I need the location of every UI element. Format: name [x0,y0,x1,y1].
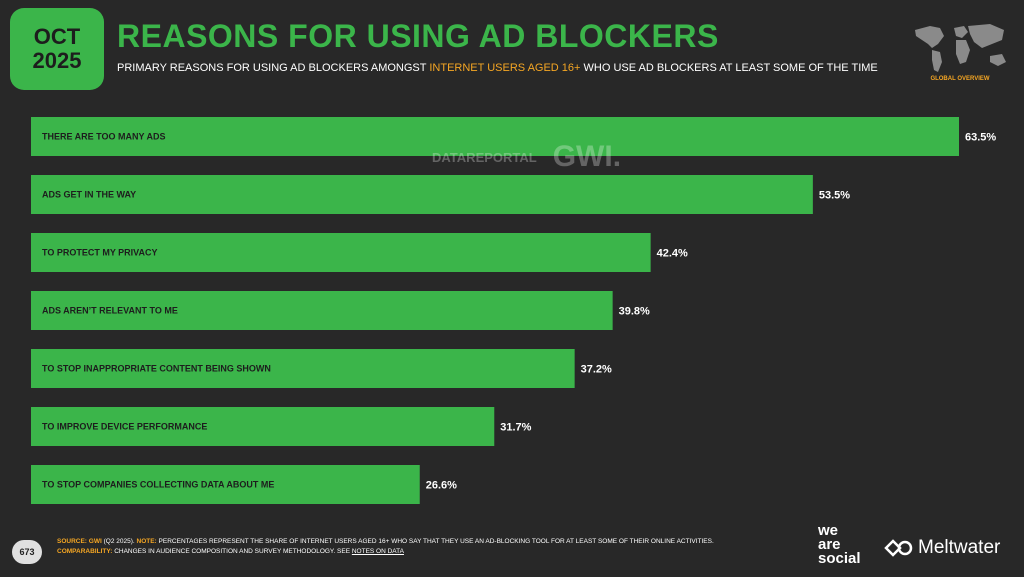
date-badge: OCT 2025 [10,8,104,90]
comparability-label: COMPARABILITY: [57,548,113,555]
bar-category-label-1: THERE ARE TOO MANY ADS [42,132,166,142]
bar-3 [31,233,651,272]
bar-category-label-4: ADS AREN’T RELEVANT TO ME [42,306,178,316]
bar-1 [31,117,959,156]
footer-line-1: SOURCE: GWI (Q2 2025). NOTE: PERCENTAGES… [57,537,714,547]
bar-value-label-3: 42.4% [657,248,688,260]
world-map-icon [915,24,1006,72]
logo-line-1: we [818,522,839,539]
date-month: OCT [33,24,81,49]
bar-category-label-2: ADS GET IN THE WAY [42,190,136,200]
subtitle-pre: PRIMARY REASONS FOR USING AD BLOCKERS AM… [117,62,427,74]
page-subtitle: PRIMARY REASONS FOR USING AD BLOCKERS AM… [117,62,878,74]
bar-2 [31,175,813,214]
bar-value-label-2: 53.5% [819,190,850,202]
notes-on-data-link[interactable]: NOTES ON DATA [351,548,404,555]
bar-category-label-3: TO PROTECT MY PRIVACY [42,248,158,258]
meltwater-icon [884,539,913,557]
bar-5 [31,349,575,388]
bar-value-label-6: 31.7% [500,422,531,434]
bar-value-label-1: 63.5% [965,132,996,144]
watermark-datareportal: DATAREPORTAL [432,149,537,165]
bar-6 [31,407,495,446]
page-title: REASONS FOR USING AD BLOCKERS [117,18,719,54]
source-org: GWI [88,538,102,545]
page-number: 673 [12,540,42,564]
watermark-gwi: GWI. [552,140,622,173]
footer-notes: SOURCE: GWI (Q2 2025). NOTE: PERCENTAGES… [57,537,714,557]
watermark: DATAREPORTAL GWI. [432,140,621,174]
bar-category-label-7: TO STOP COMPANIES COLLECTING DATA ABOUT … [42,480,274,490]
logo-line-3: social [818,550,861,567]
bar-4 [31,291,613,330]
logo-line-2: are [818,536,841,553]
bar-7 [31,465,420,504]
meltwater-logo: Meltwater [884,537,1000,559]
bar-value-label-4: 39.8% [619,306,650,318]
meltwater-wordmark: Meltwater [918,537,1001,558]
bar-value-label-5: 37.2% [581,364,612,376]
source-label: SOURCE: [57,538,87,545]
note-text: PERCENTAGES REPRESENT THE SHARE OF INTER… [158,538,714,545]
bar-category-label-6: TO IMPROVE DEVICE PERFORMANCE [42,422,207,432]
note-label: NOTE: [136,538,157,545]
subtitle-post: WHO USE AD BLOCKERS AT LEAST SOME OF THE… [583,62,878,74]
we-are-social-logo: we are social [818,522,861,567]
subtitle-highlight: INTERNET USERS AGED 16+ [429,62,581,74]
bar-value-label-7: 26.6% [426,480,457,492]
source-period: (Q2 2025). [103,538,135,545]
footer-line-2: COMPARABILITY: CHANGES IN AUDIENCE COMPO… [57,547,714,557]
date-year: 2025 [32,48,82,73]
comparability-text: CHANGES IN AUDIENCE COMPOSITION AND SURV… [114,548,351,555]
region-label: GLOBAL OVERVIEW [930,76,990,82]
bar-category-label-5: TO STOP INAPPROPRIATE CONTENT BEING SHOW… [42,364,271,374]
